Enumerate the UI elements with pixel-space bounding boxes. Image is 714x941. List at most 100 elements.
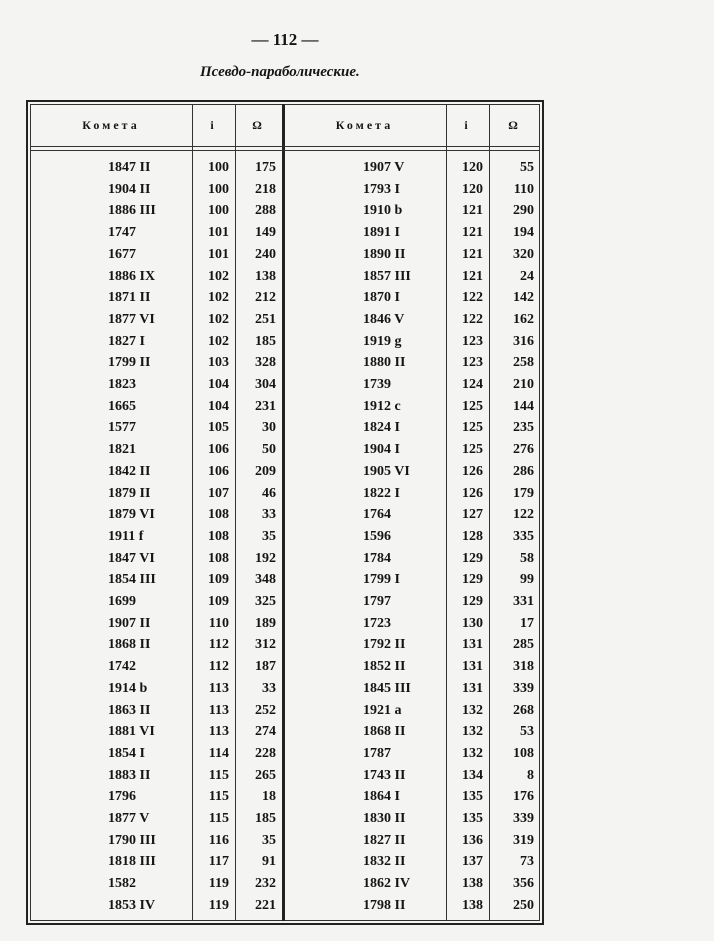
inclination: 124	[462, 377, 483, 392]
node-longitude: 142	[513, 290, 534, 306]
comet-name: 1914 b	[108, 680, 148, 696]
node-longitude: 276	[513, 442, 534, 458]
comet-name: 1912 c	[363, 398, 401, 414]
comet-name: 1863 II	[108, 702, 151, 718]
inclination: 101	[208, 225, 229, 241]
node-longitude: 268	[513, 702, 534, 718]
node-longitude: 318	[513, 659, 534, 675]
comet-name: 1883 II	[108, 767, 151, 783]
comet-name: 1824 I	[363, 420, 400, 436]
comet-name: 1847 II	[108, 160, 151, 175]
node-longitude: 339	[513, 680, 534, 696]
node-longitude: 53	[520, 724, 534, 740]
comet-name: 1880 II	[363, 355, 406, 371]
inclination: 105	[208, 420, 229, 436]
comet-name: 1596	[363, 528, 391, 544]
node-longitude: 250	[513, 897, 534, 913]
inclination: 101	[208, 246, 229, 262]
column-line	[192, 104, 193, 921]
node-longitude: 252	[255, 702, 276, 718]
comet-name: 1842 II	[108, 463, 151, 479]
inclination: 119	[208, 897, 229, 913]
inclination: 102	[208, 311, 229, 327]
comet-name: 1792 II	[363, 637, 406, 653]
comet-name: 1793 I	[363, 181, 400, 197]
inclination: 129	[462, 572, 483, 588]
column-header: Ω	[508, 118, 521, 132]
comet-name: 1821	[108, 442, 136, 458]
node-longitude: 35	[262, 528, 276, 544]
inclination: 104	[208, 377, 229, 392]
node-longitude: 30	[262, 420, 276, 436]
comet-name: 1577	[108, 420, 136, 436]
node-longitude: 194	[513, 225, 534, 241]
inclination: 115	[208, 789, 229, 805]
comet-name: 1787	[363, 745, 391, 761]
inclination: 132	[462, 724, 483, 740]
inclination: 122	[462, 290, 483, 306]
inclination: 135	[462, 789, 483, 805]
node-longitude: 209	[255, 463, 276, 479]
inclination: 132	[462, 745, 483, 761]
inclination: 120	[462, 160, 483, 175]
comet-name: 1832 II	[363, 854, 406, 870]
comet-name: 1905 VI	[363, 463, 410, 479]
inclination: 113	[208, 680, 229, 696]
node-longitude: 108	[513, 745, 534, 761]
inclination: 108	[208, 550, 229, 566]
node-longitude: 251	[255, 311, 276, 327]
inclination: 102	[208, 268, 229, 284]
node-longitude: 138	[255, 268, 276, 284]
column-header: i	[210, 118, 217, 132]
inclination: 100	[208, 181, 229, 197]
inclination: 123	[462, 355, 483, 371]
inclination: 129	[462, 594, 483, 609]
inclination: 100	[208, 203, 229, 219]
inclination: 103	[208, 355, 229, 371]
inclination: 108	[208, 507, 229, 523]
node-longitude: 316	[513, 333, 534, 349]
inclination: 135	[462, 811, 483, 826]
comet-name: 1871 II	[108, 290, 151, 306]
node-longitude: 55	[520, 160, 534, 175]
node-longitude: 288	[255, 203, 276, 219]
node-longitude: 231	[255, 398, 276, 414]
node-longitude: 91	[262, 854, 276, 870]
comet-name: 1739	[363, 377, 391, 392]
node-longitude: 258	[513, 355, 534, 371]
inclination: 119	[208, 876, 229, 892]
node-longitude: 320	[513, 246, 534, 262]
comet-name: 1818 III	[108, 854, 156, 870]
comet-name: 1852 II	[363, 659, 406, 675]
node-longitude: 290	[513, 203, 534, 219]
comet-name: 1854 I	[108, 745, 145, 761]
comet-name: 1699	[108, 594, 136, 609]
inclination: 100	[208, 160, 229, 175]
node-longitude: 285	[513, 637, 534, 653]
node-longitude: 185	[255, 811, 276, 826]
node-longitude: 122	[513, 507, 534, 523]
inclination: 115	[208, 811, 229, 826]
inclination: 125	[462, 398, 483, 414]
column-header: Комета	[335, 118, 394, 132]
node-longitude: 24	[520, 268, 534, 284]
comet-name: 1790 III	[108, 832, 156, 848]
comet-name: 1891 I	[363, 225, 400, 241]
inclination: 109	[208, 572, 229, 588]
inclination: 110	[208, 615, 229, 631]
node-longitude: 192	[255, 550, 276, 566]
node-longitude: 144	[513, 398, 534, 414]
comet-name: 1846 V	[363, 311, 405, 327]
node-longitude: 339	[513, 811, 534, 826]
node-longitude: 73	[520, 854, 534, 870]
inclination: 121	[462, 225, 483, 241]
node-longitude: 335	[513, 528, 534, 544]
inclination: 131	[462, 680, 483, 696]
node-longitude: 189	[255, 615, 276, 631]
node-longitude: 8	[527, 767, 534, 783]
inclination: 126	[462, 463, 483, 479]
inclination: 102	[208, 290, 229, 306]
node-longitude: 274	[255, 724, 276, 740]
node-longitude: 210	[513, 377, 534, 392]
comet-name: 1799 I	[363, 572, 400, 588]
